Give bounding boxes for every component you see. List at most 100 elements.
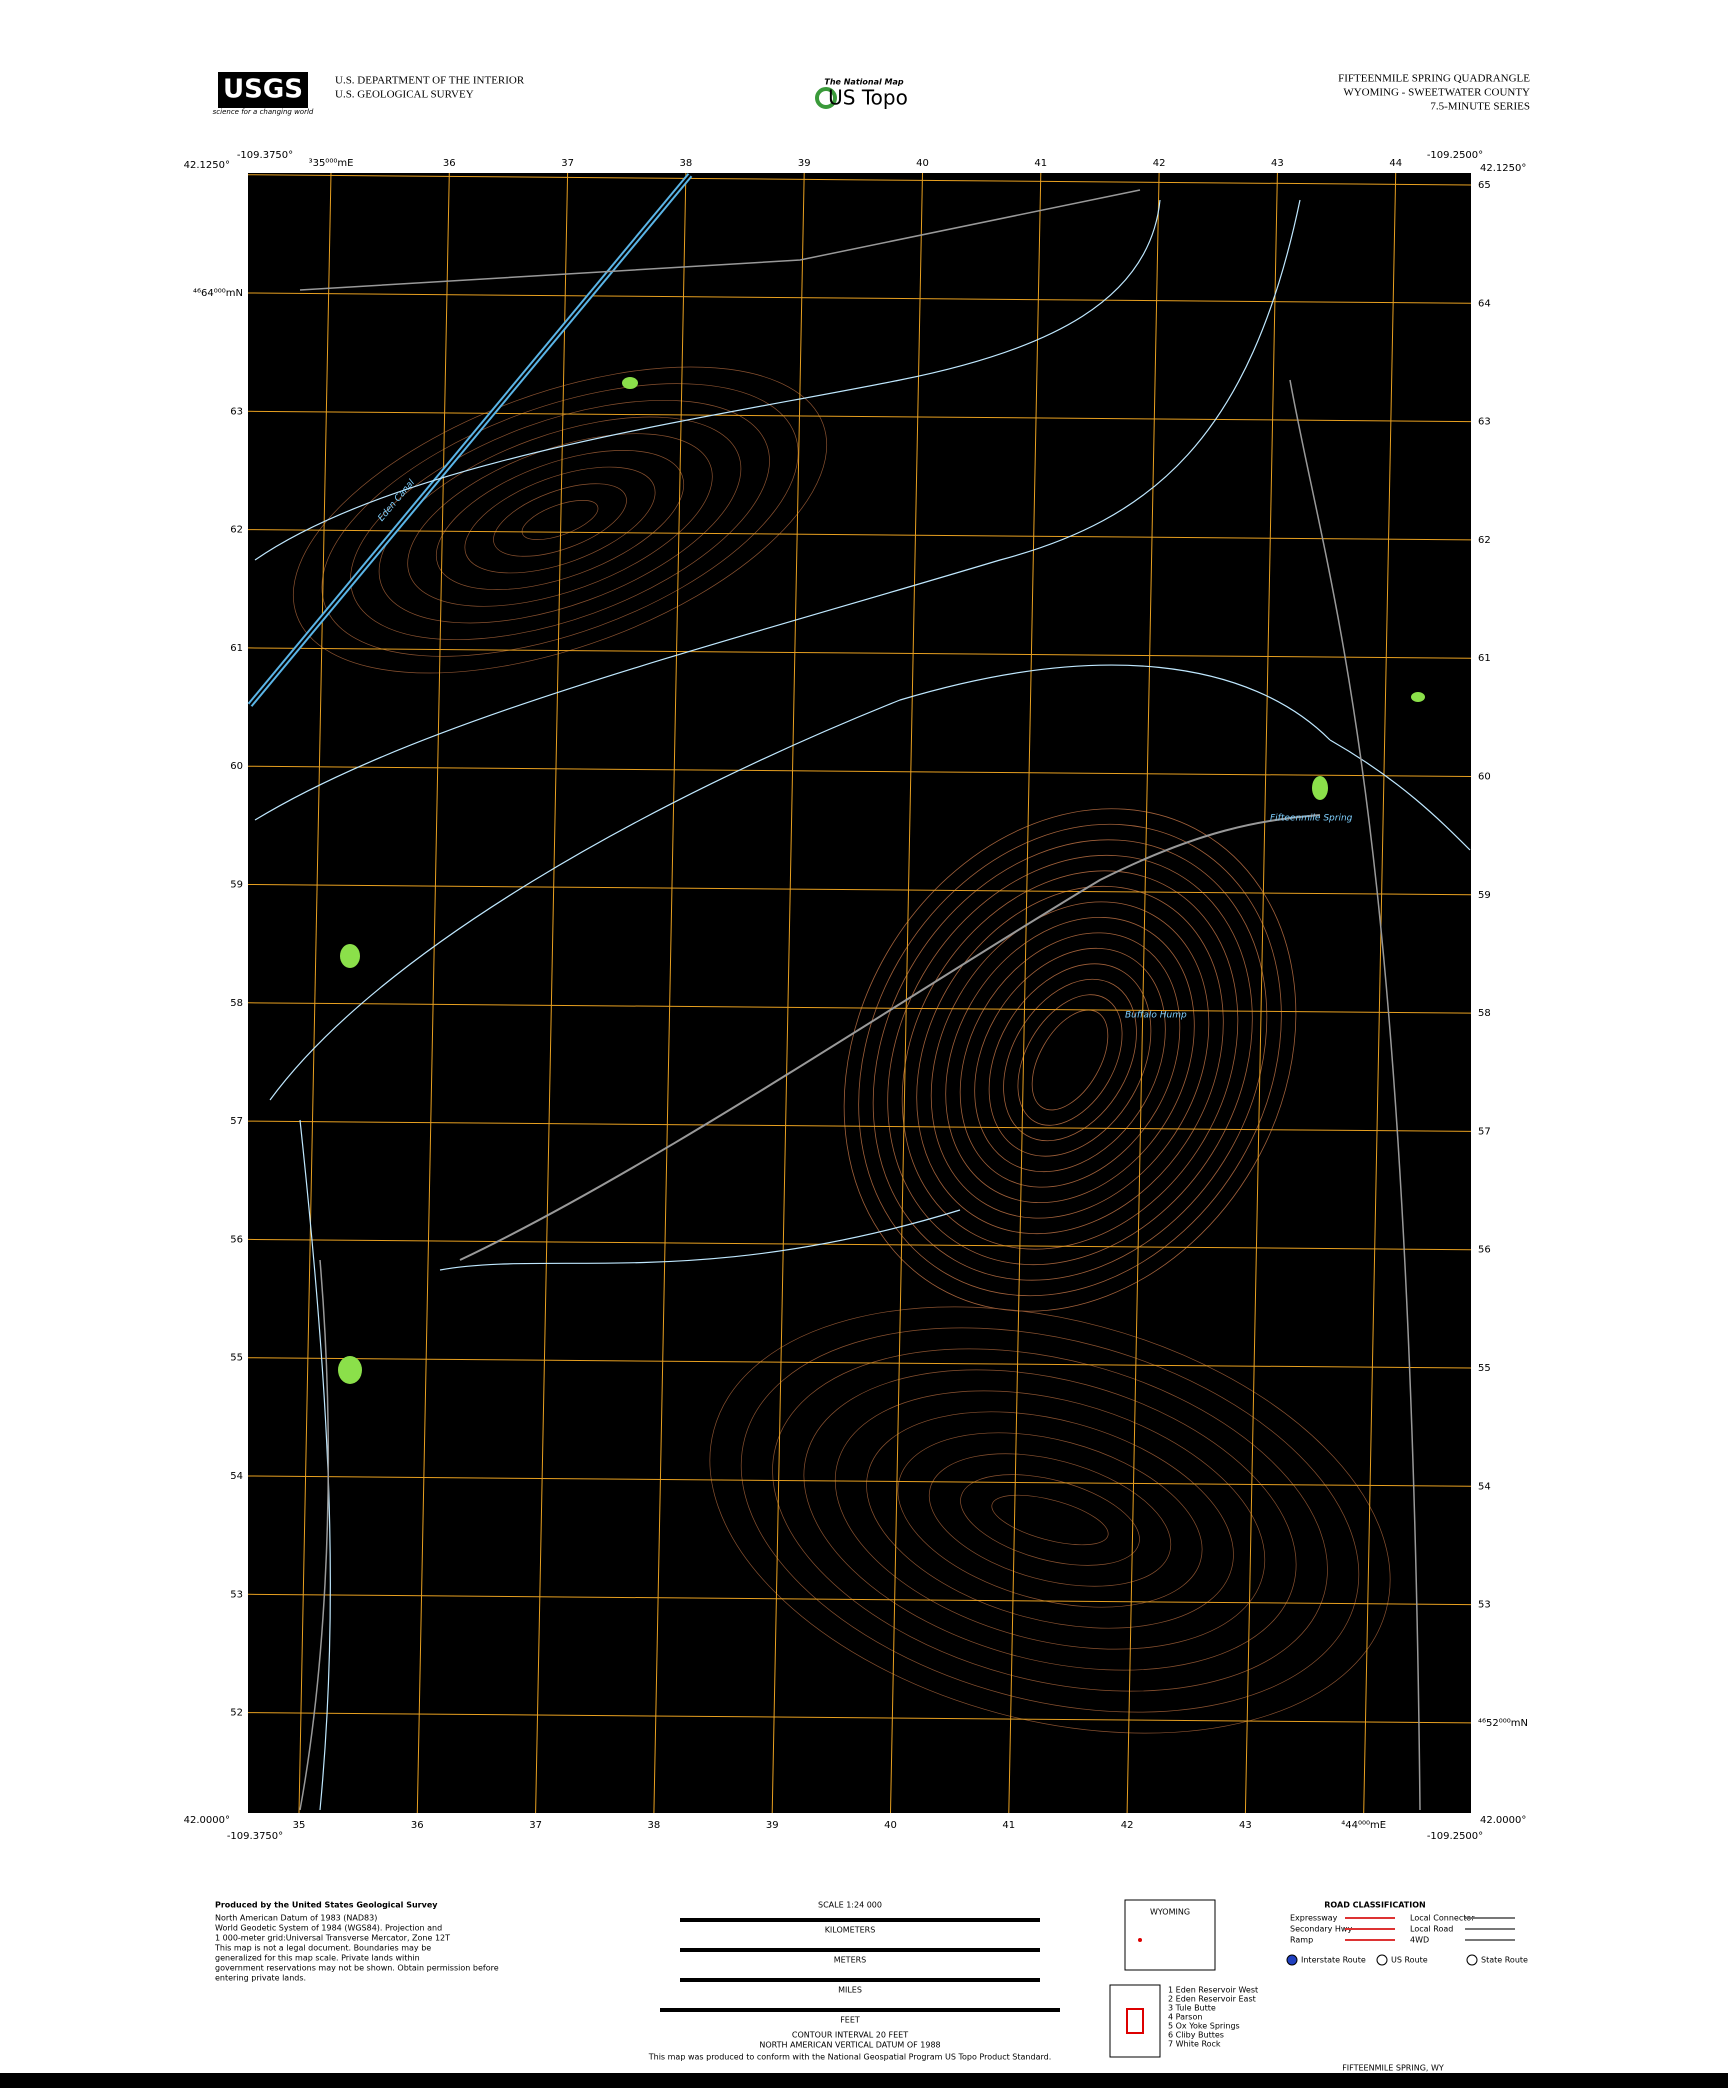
contour bbox=[350, 399, 770, 641]
this-quad bbox=[1126, 2008, 1144, 2034]
contour bbox=[464, 466, 656, 574]
location: WYOMING - SWEETWATER COUNTY bbox=[1343, 87, 1530, 99]
northing-label: 61 bbox=[230, 643, 243, 654]
northing-label: 56 bbox=[230, 1234, 243, 1245]
scale-bar bbox=[680, 1978, 1040, 1982]
scale-bar bbox=[660, 2008, 1060, 2012]
stream bbox=[254, 199, 1161, 561]
corner-lon: -109.2500° bbox=[1427, 150, 1483, 161]
contour bbox=[435, 450, 685, 590]
northing-label: 52 bbox=[230, 1708, 243, 1719]
northing-label: 61 bbox=[1478, 653, 1491, 664]
easting-label: 43 bbox=[1239, 1820, 1252, 1831]
corner-lon: -109.2500° bbox=[1427, 1831, 1483, 1842]
easting-label: ⁴44⁰⁰⁰mE bbox=[1341, 1820, 1386, 1831]
easting-label: 44 bbox=[1389, 158, 1402, 169]
usgs-logo bbox=[218, 72, 308, 108]
grid-line bbox=[247, 884, 1472, 896]
survey: U.S. GEOLOGICAL SURVEY bbox=[335, 89, 474, 101]
contour bbox=[1003, 978, 1137, 1142]
easting-label: 36 bbox=[443, 158, 456, 169]
scale-unit: METERS bbox=[834, 1956, 867, 1965]
contour bbox=[493, 483, 627, 557]
easting-label: 42 bbox=[1153, 158, 1166, 169]
produced-line: This map is not a legal document. Bounda… bbox=[214, 1944, 431, 1953]
peak-label: Buffalo Hump bbox=[1125, 1011, 1187, 1021]
state-outline bbox=[1124, 1899, 1216, 1971]
route-symbol bbox=[1376, 1954, 1388, 1966]
contour bbox=[1031, 1009, 1109, 1111]
grid-line bbox=[771, 172, 805, 1814]
stream bbox=[254, 199, 1301, 821]
contour bbox=[740, 1327, 1360, 1713]
easting-label: 38 bbox=[680, 158, 693, 169]
northing-label: 58 bbox=[230, 998, 243, 1009]
northing-label: ⁴⁶64⁰⁰⁰mN bbox=[193, 288, 243, 299]
route-symbol bbox=[1286, 1954, 1298, 1966]
easting-label: ³35⁰⁰⁰mE bbox=[309, 158, 354, 169]
stream bbox=[1329, 739, 1471, 851]
northing-label: ⁴⁶52⁰⁰⁰mN bbox=[1478, 1718, 1528, 1729]
grid-line bbox=[247, 174, 1472, 186]
produced-line: 1 000-meter grid:Universal Transverse Me… bbox=[215, 1934, 450, 1943]
marsh bbox=[1312, 776, 1328, 800]
contour bbox=[1017, 994, 1123, 1126]
road-title: ROAD CLASSIFICATION bbox=[1324, 1901, 1425, 1910]
easting-label: 37 bbox=[529, 1820, 542, 1831]
grid-line bbox=[1008, 172, 1042, 1814]
contour bbox=[974, 947, 1166, 1173]
series: 7.5-MINUTE SERIES bbox=[1430, 101, 1530, 113]
contour bbox=[521, 500, 599, 540]
produced-lines: North American Datum of 1983 (NAD83)Worl… bbox=[214, 1914, 499, 1983]
easting-label: 41 bbox=[1034, 158, 1047, 169]
bottom-title: FIFTEENMILE SPRING, WY bbox=[1342, 2064, 1444, 2073]
contour bbox=[292, 366, 828, 674]
spring-label: Fifteenmile Spring bbox=[1270, 814, 1353, 824]
northing-label: 53 bbox=[1478, 1600, 1491, 1611]
route-type: US Route bbox=[1391, 1956, 1428, 1965]
adjoining-quad: 6 Cliby Buttes bbox=[1168, 2031, 1224, 2040]
dept: U.S. DEPARTMENT OF THE INTERIOR bbox=[335, 75, 525, 87]
road-type: Local Connector bbox=[1410, 1914, 1475, 1923]
quad-location bbox=[1138, 1938, 1142, 1942]
northing-label: 62 bbox=[1478, 535, 1491, 546]
grid-line bbox=[247, 1593, 1472, 1606]
grid-line bbox=[247, 1357, 1472, 1369]
adjoining-quad: 3 Tule Butte bbox=[1168, 2004, 1216, 2013]
northing-label: 60 bbox=[230, 761, 243, 772]
utm-grid: ³35⁰⁰⁰mE 36 37 38 39 40 41 42 43 44 35 36 37 38 39 40 41… bbox=[193, 158, 1528, 1831]
northing-label: 57 bbox=[1478, 1126, 1491, 1137]
road-type: Ramp bbox=[1290, 1936, 1313, 1945]
corner-lon: -109.3750° bbox=[237, 150, 293, 161]
marsh bbox=[338, 1356, 362, 1384]
road-type: Expressway bbox=[1290, 1914, 1338, 1923]
contour bbox=[991, 1494, 1109, 1546]
stream bbox=[439, 1209, 961, 1271]
route-type: Interstate Route bbox=[1301, 1956, 1366, 1965]
contour bbox=[834, 1390, 1266, 1650]
agency: USGS bbox=[223, 75, 303, 105]
grid-line bbox=[247, 529, 1472, 541]
easting-label: 37 bbox=[561, 158, 574, 169]
grid-line bbox=[247, 410, 1472, 423]
grid-line bbox=[247, 1238, 1472, 1251]
marsh bbox=[1411, 692, 1425, 702]
northing-label: 62 bbox=[230, 525, 243, 536]
scale: SCALE 1:24 000 bbox=[818, 1901, 882, 1910]
contour bbox=[843, 808, 1297, 1312]
northing-label: 54 bbox=[230, 1471, 243, 1482]
road bbox=[299, 1259, 330, 1811]
adjoining-quad: 7 White Rock bbox=[1168, 2040, 1221, 2049]
northing-label: 57 bbox=[230, 1116, 243, 1127]
map-body bbox=[248, 173, 1471, 1813]
easting-label: 38 bbox=[648, 1820, 661, 1831]
produced-line: government reservations may not be shown… bbox=[215, 1964, 499, 1973]
adjoining-quad: 1 Eden Reservoir West bbox=[1168, 1986, 1258, 1995]
quad-title: FIFTEENMILE SPRING QUADRANGLE bbox=[1338, 73, 1530, 85]
corner-lon: -109.3750° bbox=[227, 1831, 283, 1842]
northing-label: 53 bbox=[230, 1589, 243, 1600]
grid-line bbox=[247, 1120, 1472, 1132]
contours bbox=[292, 366, 1391, 1734]
grid-line bbox=[1244, 172, 1278, 1814]
